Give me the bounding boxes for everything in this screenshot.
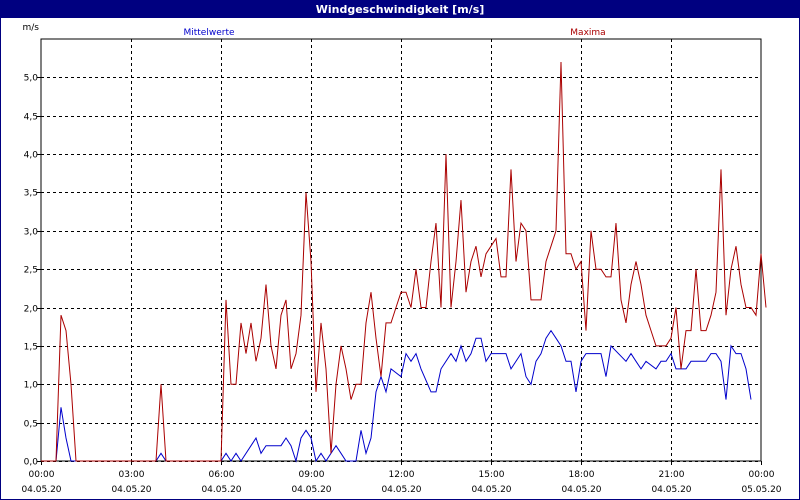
x-tick-label-time: 00:00 bbox=[29, 470, 55, 480]
wind-speed-chart: 0,0 0,5 1,0 1,5 2,0 2,5 3,0 3,5 4,0 4,5 5,0 m/s 00:0… bbox=[21, 23, 781, 495]
x-tick-label-time: 09:00 bbox=[299, 470, 325, 480]
x-tick-label-time: 00:00 bbox=[749, 470, 775, 480]
legend-mittelwerte: Mittelwerte bbox=[183, 28, 234, 38]
x-tick-label-time: 12:00 bbox=[389, 470, 415, 480]
x-tick-label-time: 15:00 bbox=[479, 470, 505, 480]
x-tick-label-date: 04.05.20 bbox=[291, 485, 331, 495]
series-line-mittelwerte bbox=[41, 329, 752, 463]
y-tick-label: 3,0 bbox=[24, 228, 39, 238]
y-tick-label: 1,5 bbox=[24, 343, 38, 353]
x-tick-label-date: 04.05.20 bbox=[201, 485, 241, 495]
x-tick-label-time: 03:00 bbox=[119, 470, 145, 480]
x-tick-label-date: 04.05.20 bbox=[471, 485, 511, 495]
y-tick-label: 3,5 bbox=[24, 189, 38, 199]
y-tick-label: 4,0 bbox=[24, 151, 39, 161]
legend-maxima: Maxima bbox=[570, 28, 605, 38]
x-tick-label-date: 04.05.20 bbox=[651, 485, 691, 495]
chart-title: Windgeschwindigkeit [m/s] bbox=[1, 1, 799, 18]
x-tick-label-time: 18:00 bbox=[569, 470, 595, 480]
x-tick-label-date: 04.05.20 bbox=[21, 485, 61, 495]
series-line-maxima bbox=[41, 61, 767, 462]
y-tick-label: 1,0 bbox=[24, 381, 39, 391]
y-axis-label: m/s bbox=[23, 23, 40, 33]
y-tick-label: 5,0 bbox=[24, 74, 39, 84]
y-tick-label: 0,0 bbox=[24, 458, 39, 468]
y-tick-label: 4,5 bbox=[24, 113, 38, 123]
y-tick-label: 0,5 bbox=[24, 420, 38, 430]
x-tick-label-date: 04.05.20 bbox=[561, 485, 601, 495]
x-tick-label-date: 04.05.20 bbox=[111, 485, 151, 495]
x-tick-label-date: 04.05.20 bbox=[381, 485, 421, 495]
x-tick-label-time: 06:00 bbox=[209, 470, 235, 480]
x-tick-label-time: 21:00 bbox=[659, 470, 685, 480]
y-tick-label: 2,0 bbox=[24, 305, 39, 315]
x-tick-label-date: 05.05.20 bbox=[741, 485, 781, 495]
y-tick-label: 2,5 bbox=[24, 266, 38, 276]
